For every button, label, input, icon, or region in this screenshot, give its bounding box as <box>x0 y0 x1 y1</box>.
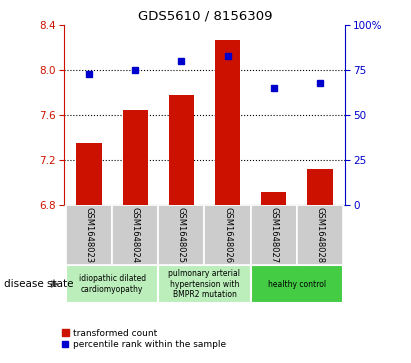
Text: GSM1648028: GSM1648028 <box>315 207 324 263</box>
Bar <box>112 205 158 265</box>
Text: GSM1648026: GSM1648026 <box>223 207 232 263</box>
Bar <box>158 205 205 265</box>
Bar <box>205 205 251 265</box>
Bar <box>66 265 158 303</box>
Bar <box>297 205 343 265</box>
Bar <box>307 169 332 205</box>
Text: healthy control: healthy control <box>268 280 326 289</box>
Bar <box>215 40 240 205</box>
Bar <box>76 143 102 205</box>
Text: disease state: disease state <box>4 279 74 289</box>
Bar <box>261 192 286 205</box>
Legend: transformed count, percentile rank within the sample: transformed count, percentile rank withi… <box>60 327 228 351</box>
Bar <box>251 265 343 303</box>
Text: GSM1648027: GSM1648027 <box>269 207 278 263</box>
Text: GSM1648023: GSM1648023 <box>85 207 94 263</box>
Bar <box>66 205 112 265</box>
Text: GSM1648024: GSM1648024 <box>131 207 140 263</box>
Bar <box>251 205 297 265</box>
Text: pulmonary arterial
hypertension with
BMPR2 mutation: pulmonary arterial hypertension with BMP… <box>169 269 240 299</box>
Bar <box>158 265 251 303</box>
Bar <box>122 110 148 205</box>
Text: idiopathic dilated
cardiomyopathy: idiopathic dilated cardiomyopathy <box>79 274 146 294</box>
Text: GDS5610 / 8156309: GDS5610 / 8156309 <box>138 9 273 22</box>
Bar <box>169 95 194 205</box>
Text: GSM1648025: GSM1648025 <box>177 207 186 263</box>
